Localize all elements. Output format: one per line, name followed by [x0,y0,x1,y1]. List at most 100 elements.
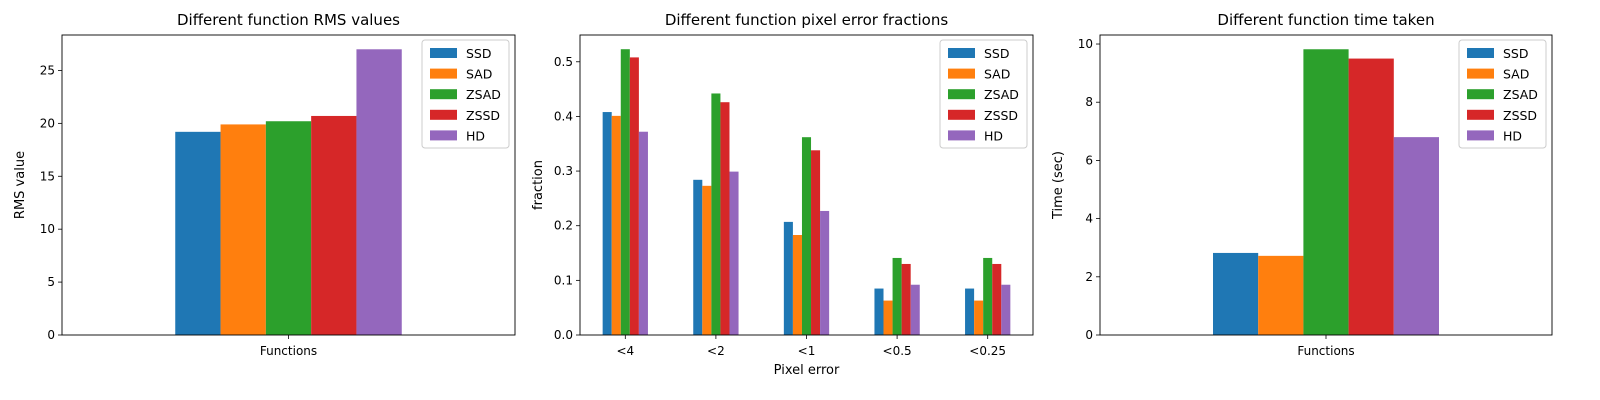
bar-hd-2 [729,171,739,335]
legend-swatch-zssd [430,109,457,120]
bar-sad-1 [220,124,266,335]
y-axis-label: RMS value [13,151,28,219]
x-tick-label: Functions [1297,344,1354,358]
legend-swatch-ssd [1467,48,1494,58]
legend-box [939,39,1028,149]
bar-ssd-1 [175,131,221,335]
legend-swatch-zssd [948,109,975,120]
bar-hd-1 [638,131,648,335]
legend-label: ZSSD [466,108,500,123]
bar-hd-4 [910,284,920,335]
legend-label: ZSAD [984,87,1019,102]
bar-zsad-1 [265,121,312,336]
legend-swatch-ssd [430,48,457,58]
bar-zssd-1 [629,57,639,336]
bar-ssd-4 [874,288,884,335]
x-tick-label: Functions [260,344,317,358]
legend-label: SAD [466,67,492,82]
x-axis-label: Pixel error [774,363,840,378]
legend-label: SAD [1503,67,1529,82]
bar-zssd-2 [720,102,730,336]
x-tick-label: <2 [707,344,725,358]
bar-zssd-4 [901,263,911,335]
legend-swatch-ssd [948,48,975,58]
chart-title: Different function RMS values [177,11,400,29]
y-tick-label: 8 [1085,95,1093,109]
bar-sad-2 [702,185,712,335]
y-tick-label: 15 [40,169,55,183]
legend-swatch-sad [948,68,975,79]
legend-label: SAD [984,67,1010,82]
legend-swatch-hd [430,130,457,141]
legend-swatch-hd [948,130,975,141]
bar-zsad-3 [801,137,812,335]
bar-zssd-1 [1348,58,1394,335]
y-tick-label: 0.5 [554,55,573,69]
y-tick-label: 0 [1085,328,1093,342]
y-tick-label: 20 [40,116,55,130]
bar-sad-1 [611,115,621,336]
legend-label: SSD [1503,46,1529,61]
bar-ssd-1 [1213,252,1259,335]
legend-label: ZSAD [1503,87,1538,102]
bar-sad-4 [883,300,893,335]
legend-label: SSD [466,46,492,61]
y-tick-label: 25 [40,63,55,77]
x-tick-label: <0.25 [969,344,1006,358]
legend-box [1458,39,1547,149]
bar-zsad-2 [711,93,721,335]
y-tick-label: 10 [1078,37,1093,51]
bar-ssd-2 [693,179,703,335]
x-tick-label: <1 [798,344,816,358]
x-tick-label: <4 [616,344,634,358]
legend-swatch-zsad [430,89,457,100]
legend-label: HD [984,128,1003,143]
bar-zssd-5 [992,263,1002,335]
bar-zsad-4 [892,257,902,335]
legend-swatch-hd [1467,130,1494,141]
y-axis-label: Time (sec) [1051,151,1066,220]
legend-swatch-zssd [1467,109,1494,120]
y-tick-label: 4 [1085,212,1093,226]
bar-sad-1 [1258,255,1304,335]
legend-label: ZSSD [1503,108,1537,123]
bar-sad-5 [974,300,984,335]
legend-label: SSD [984,46,1010,61]
legend-swatch-sad [1467,68,1494,79]
legend: SSD SAD ZSAD ZSSD HD [939,39,1028,149]
chart-title: Different function time taken [1217,11,1434,29]
bar-ssd-5 [965,288,975,335]
chart-panel-2: 0.0 0.1 0.2 0.3 0.4 0.5 <4 <2 <1 <0.5 <0.25 Differe… [531,11,1034,378]
bar-zsad-1 [620,49,630,336]
bar-zssd-3 [811,150,821,335]
legend-label: HD [466,128,485,143]
bar-ssd-1 [602,112,612,335]
x-tick-label: <0.5 [883,344,912,358]
bar-zsad-1 [1303,49,1349,335]
y-tick-label: 5 [47,275,55,289]
y-tick-label: 0.0 [554,328,573,342]
legend-swatch-zsad [948,89,975,100]
bar-ssd-3 [783,221,793,335]
legend-label: HD [1503,128,1522,143]
legend-label: ZSAD [466,87,501,102]
bar-hd-5 [1001,284,1011,335]
y-tick-label: 0.4 [554,109,573,123]
bar-hd-1 [356,49,402,335]
y-tick-label: 0.2 [554,219,573,233]
chart-panel-1: 0 5 10 15 20 25 Functions Different function RM… [13,11,516,358]
bar-zsad-5 [983,257,993,335]
legend: SSD SAD ZSAD ZSSD HD [421,39,510,149]
legend-label: ZSSD [984,108,1018,123]
bar-zssd-1 [311,115,357,335]
bar-hd-1 [1393,137,1439,335]
legend-swatch-sad [430,68,457,79]
legend-box [421,39,510,149]
legend: SSD SAD ZSAD ZSSD HD [1458,39,1547,149]
bar-hd-3 [820,210,830,335]
y-tick-label: 2 [1085,270,1093,284]
bar-sad-3 [792,235,802,335]
y-tick-label: 0 [47,328,55,342]
y-axis-label: fraction [531,160,546,210]
